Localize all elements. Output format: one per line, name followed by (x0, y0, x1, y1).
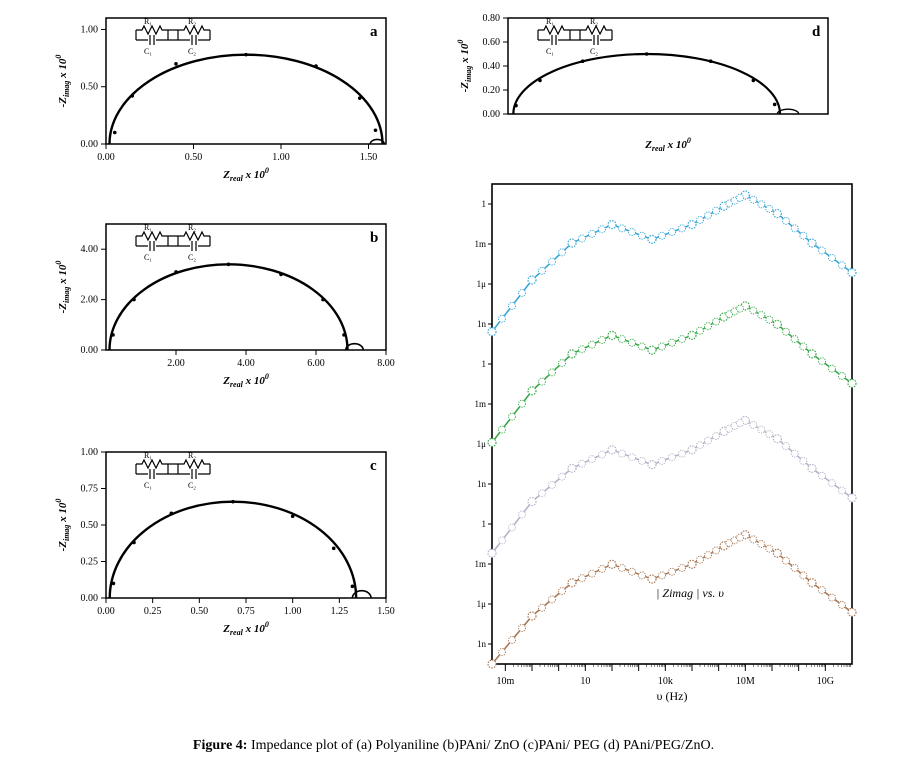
svg-text:0.40: 0.40 (483, 61, 501, 72)
svg-text:C₁: C₁ (144, 481, 152, 490)
svg-text:Zreal x 100: Zreal x 100 (644, 136, 691, 153)
svg-text:R₂: R₂ (188, 17, 196, 26)
svg-text:C₂: C₂ (590, 47, 598, 56)
svg-text:0.50: 0.50 (81, 82, 99, 93)
svg-text:υ (Hz): υ (Hz) (657, 689, 688, 703)
svg-text:Zreal x 100: Zreal x 100 (222, 372, 269, 389)
svg-text:1μ: 1μ (477, 599, 487, 609)
nyquist-panel-c: 0.00 0.25 0.50 0.75 1.00 1.25 1.50 0.00 0.25 0.50… (48, 440, 398, 640)
svg-text:0.00: 0.00 (81, 593, 99, 604)
svg-text:1.50: 1.50 (377, 606, 395, 617)
svg-text:1: 1 (482, 199, 487, 209)
svg-text:C₁: C₁ (144, 253, 152, 262)
svg-text:10: 10 (580, 676, 590, 687)
svg-text:1.00: 1.00 (272, 152, 290, 163)
svg-text:0.50: 0.50 (81, 520, 99, 531)
svg-text:C₂: C₂ (188, 253, 196, 262)
svg-text:C₁: C₁ (144, 47, 152, 56)
svg-text:6.00: 6.00 (307, 358, 325, 369)
bode-panel: 10m 10 10k 10M 10G 1n 1μ 1m 1 1n 1μ 1m 1 1n 1μ 1m 1 | Zim… (446, 170, 866, 710)
svg-text:0.00: 0.00 (97, 606, 115, 617)
svg-text:-Zimag x 100: -Zimag x 100 (456, 40, 473, 93)
svg-text:C₂: C₂ (188, 481, 196, 490)
svg-text:R₁: R₁ (144, 451, 152, 460)
svg-text:1μ: 1μ (477, 279, 487, 289)
svg-text:1n: 1n (477, 319, 487, 329)
panel-tag: c (370, 458, 377, 474)
svg-text:0.00: 0.00 (81, 139, 99, 150)
svg-text:1: 1 (482, 519, 487, 529)
svg-text:-Zimag x 100: -Zimag x 100 (54, 261, 71, 314)
svg-text:1μ: 1μ (477, 439, 487, 449)
svg-text:C₁: C₁ (546, 47, 554, 56)
svg-text:C₂: C₂ (188, 47, 196, 56)
svg-text:1m: 1m (474, 559, 486, 569)
svg-text:0.50: 0.50 (185, 152, 203, 163)
caption-text: Impedance plot of (a) Polyaniline (b)PAn… (247, 738, 714, 753)
nyquist-panel-d: 0.00 0.20 0.40 0.60 0.80 Zreal x 100 -Zimag x … (450, 6, 840, 156)
svg-text:10m: 10m (496, 676, 514, 687)
nyquist-panel-b: 2.00 4.00 6.00 8.00 0.00 2.00 4.00 Zreal x 100 -… (48, 212, 398, 392)
svg-text:1.25: 1.25 (331, 606, 349, 617)
svg-text:4.00: 4.00 (81, 244, 99, 255)
panel-tag: a (370, 24, 378, 40)
svg-text:1m: 1m (474, 239, 486, 249)
svg-text:1.00: 1.00 (284, 606, 302, 617)
svg-text:0.25: 0.25 (81, 557, 99, 568)
svg-text:1n: 1n (477, 639, 487, 649)
svg-text:-Zimag x 100: -Zimag x 100 (54, 499, 71, 552)
svg-text:R₁: R₁ (144, 223, 152, 232)
svg-text:0.00: 0.00 (81, 345, 99, 356)
panel-tag: b (370, 230, 378, 246)
svg-text:R₁: R₁ (144, 17, 152, 26)
svg-text:R₂: R₂ (188, 223, 196, 232)
svg-text:0.00: 0.00 (97, 152, 115, 163)
svg-text:10M: 10M (736, 676, 755, 687)
svg-text:Zreal x 100: Zreal x 100 (222, 166, 269, 183)
svg-text:2.00: 2.00 (81, 295, 99, 306)
svg-text:0.80: 0.80 (483, 13, 501, 24)
figure-caption: Figure 4: Impedance plot of (a) Polyanil… (0, 738, 907, 754)
svg-text:1.00: 1.00 (81, 24, 99, 35)
svg-text:R₁: R₁ (546, 17, 554, 26)
svg-text:0.25: 0.25 (144, 606, 162, 617)
svg-text:10k: 10k (658, 676, 673, 687)
svg-text:R₂: R₂ (590, 17, 598, 26)
svg-text:R₂: R₂ (188, 451, 196, 460)
svg-text:0.50: 0.50 (191, 606, 209, 617)
svg-text:0.00: 0.00 (483, 109, 501, 120)
caption-lead: Figure 4: (193, 738, 248, 753)
svg-text:0.75: 0.75 (81, 484, 99, 495)
panel-tag: d (812, 24, 821, 40)
svg-text:0.20: 0.20 (483, 85, 501, 96)
svg-text:Zreal x 100: Zreal x 100 (222, 620, 269, 637)
nyquist-panel-a: 0.000.501.001.500.000.501.00Zreal x 100-… (48, 6, 398, 186)
svg-text:2.00: 2.00 (167, 358, 185, 369)
svg-text:0.60: 0.60 (483, 37, 501, 48)
svg-text:-Zimag x 100: -Zimag x 100 (54, 55, 71, 108)
svg-text:1.50: 1.50 (360, 152, 378, 163)
svg-text:1n: 1n (477, 479, 487, 489)
svg-text:4.00: 4.00 (237, 358, 255, 369)
svg-text:8.00: 8.00 (377, 358, 395, 369)
svg-text:| Zimag | vs. υ: | Zimag | vs. υ (656, 586, 724, 600)
svg-text:1: 1 (482, 359, 487, 369)
svg-text:1.00: 1.00 (81, 447, 99, 458)
svg-text:1m: 1m (474, 399, 486, 409)
svg-text:0.75: 0.75 (237, 606, 255, 617)
svg-text:10G: 10G (817, 676, 834, 687)
